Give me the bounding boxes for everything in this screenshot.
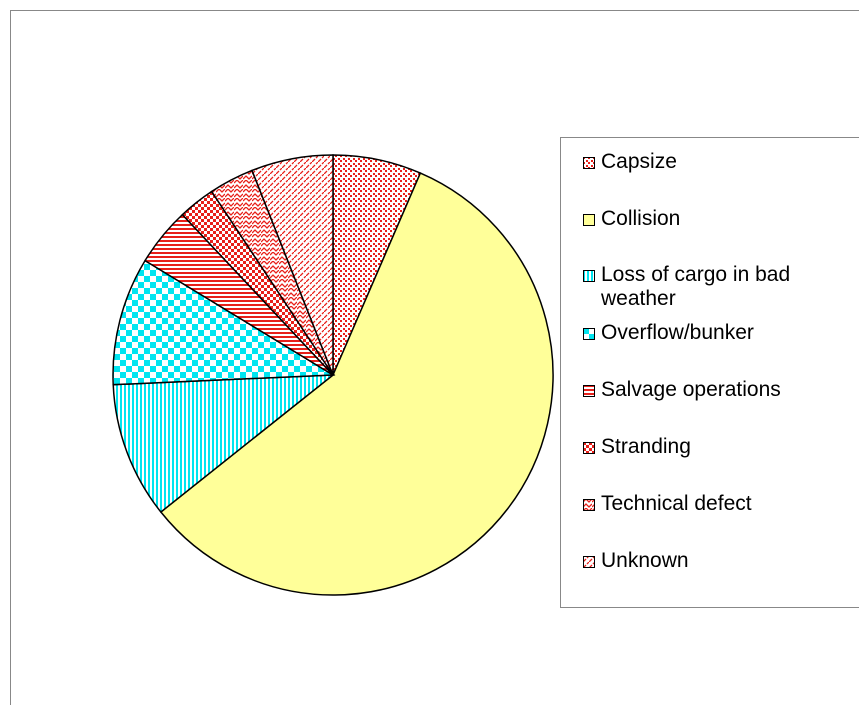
legend-entry: Unknown — [583, 549, 843, 573]
legend-swatch — [583, 385, 595, 397]
legend-label: Loss of cargo in bad weather — [601, 263, 791, 310]
legend-label: Salvage operations — [601, 378, 781, 401]
legend-swatch — [583, 499, 595, 511]
pie-slice — [251, 154, 334, 376]
legend-swatch — [583, 214, 595, 226]
legend-swatch — [583, 270, 595, 282]
legend-label: Collision — [601, 207, 681, 230]
pie-slice — [159, 172, 554, 596]
legend-label: Capsize — [601, 150, 677, 173]
legend-entry: Loss of cargo in bad weather — [583, 263, 843, 311]
pie-slice — [112, 374, 336, 514]
legend-entry: Technical defect — [583, 492, 843, 516]
legend-entry: Collision — [583, 207, 843, 231]
legend: Capsize Collision Loss of cargo in bad wea… — [560, 137, 859, 608]
chart-frame — [10, 10, 859, 705]
legend-label: Unknown — [601, 549, 689, 572]
legend-entry: Salvage operations — [583, 378, 843, 402]
legend-entry: Capsize — [583, 150, 843, 174]
legend-label: Technical defect — [601, 492, 752, 515]
legend-entry: Stranding — [583, 435, 843, 459]
legend-swatch — [583, 556, 595, 568]
legend-label: Overflow/bunker — [601, 321, 754, 344]
legend-swatch — [583, 328, 595, 340]
legend-swatch — [583, 157, 595, 169]
legend-swatch — [583, 442, 595, 454]
legend-label: Stranding — [601, 435, 691, 458]
legend-entry: Overflow/bunker — [583, 321, 843, 345]
pie-slice — [112, 259, 336, 386]
